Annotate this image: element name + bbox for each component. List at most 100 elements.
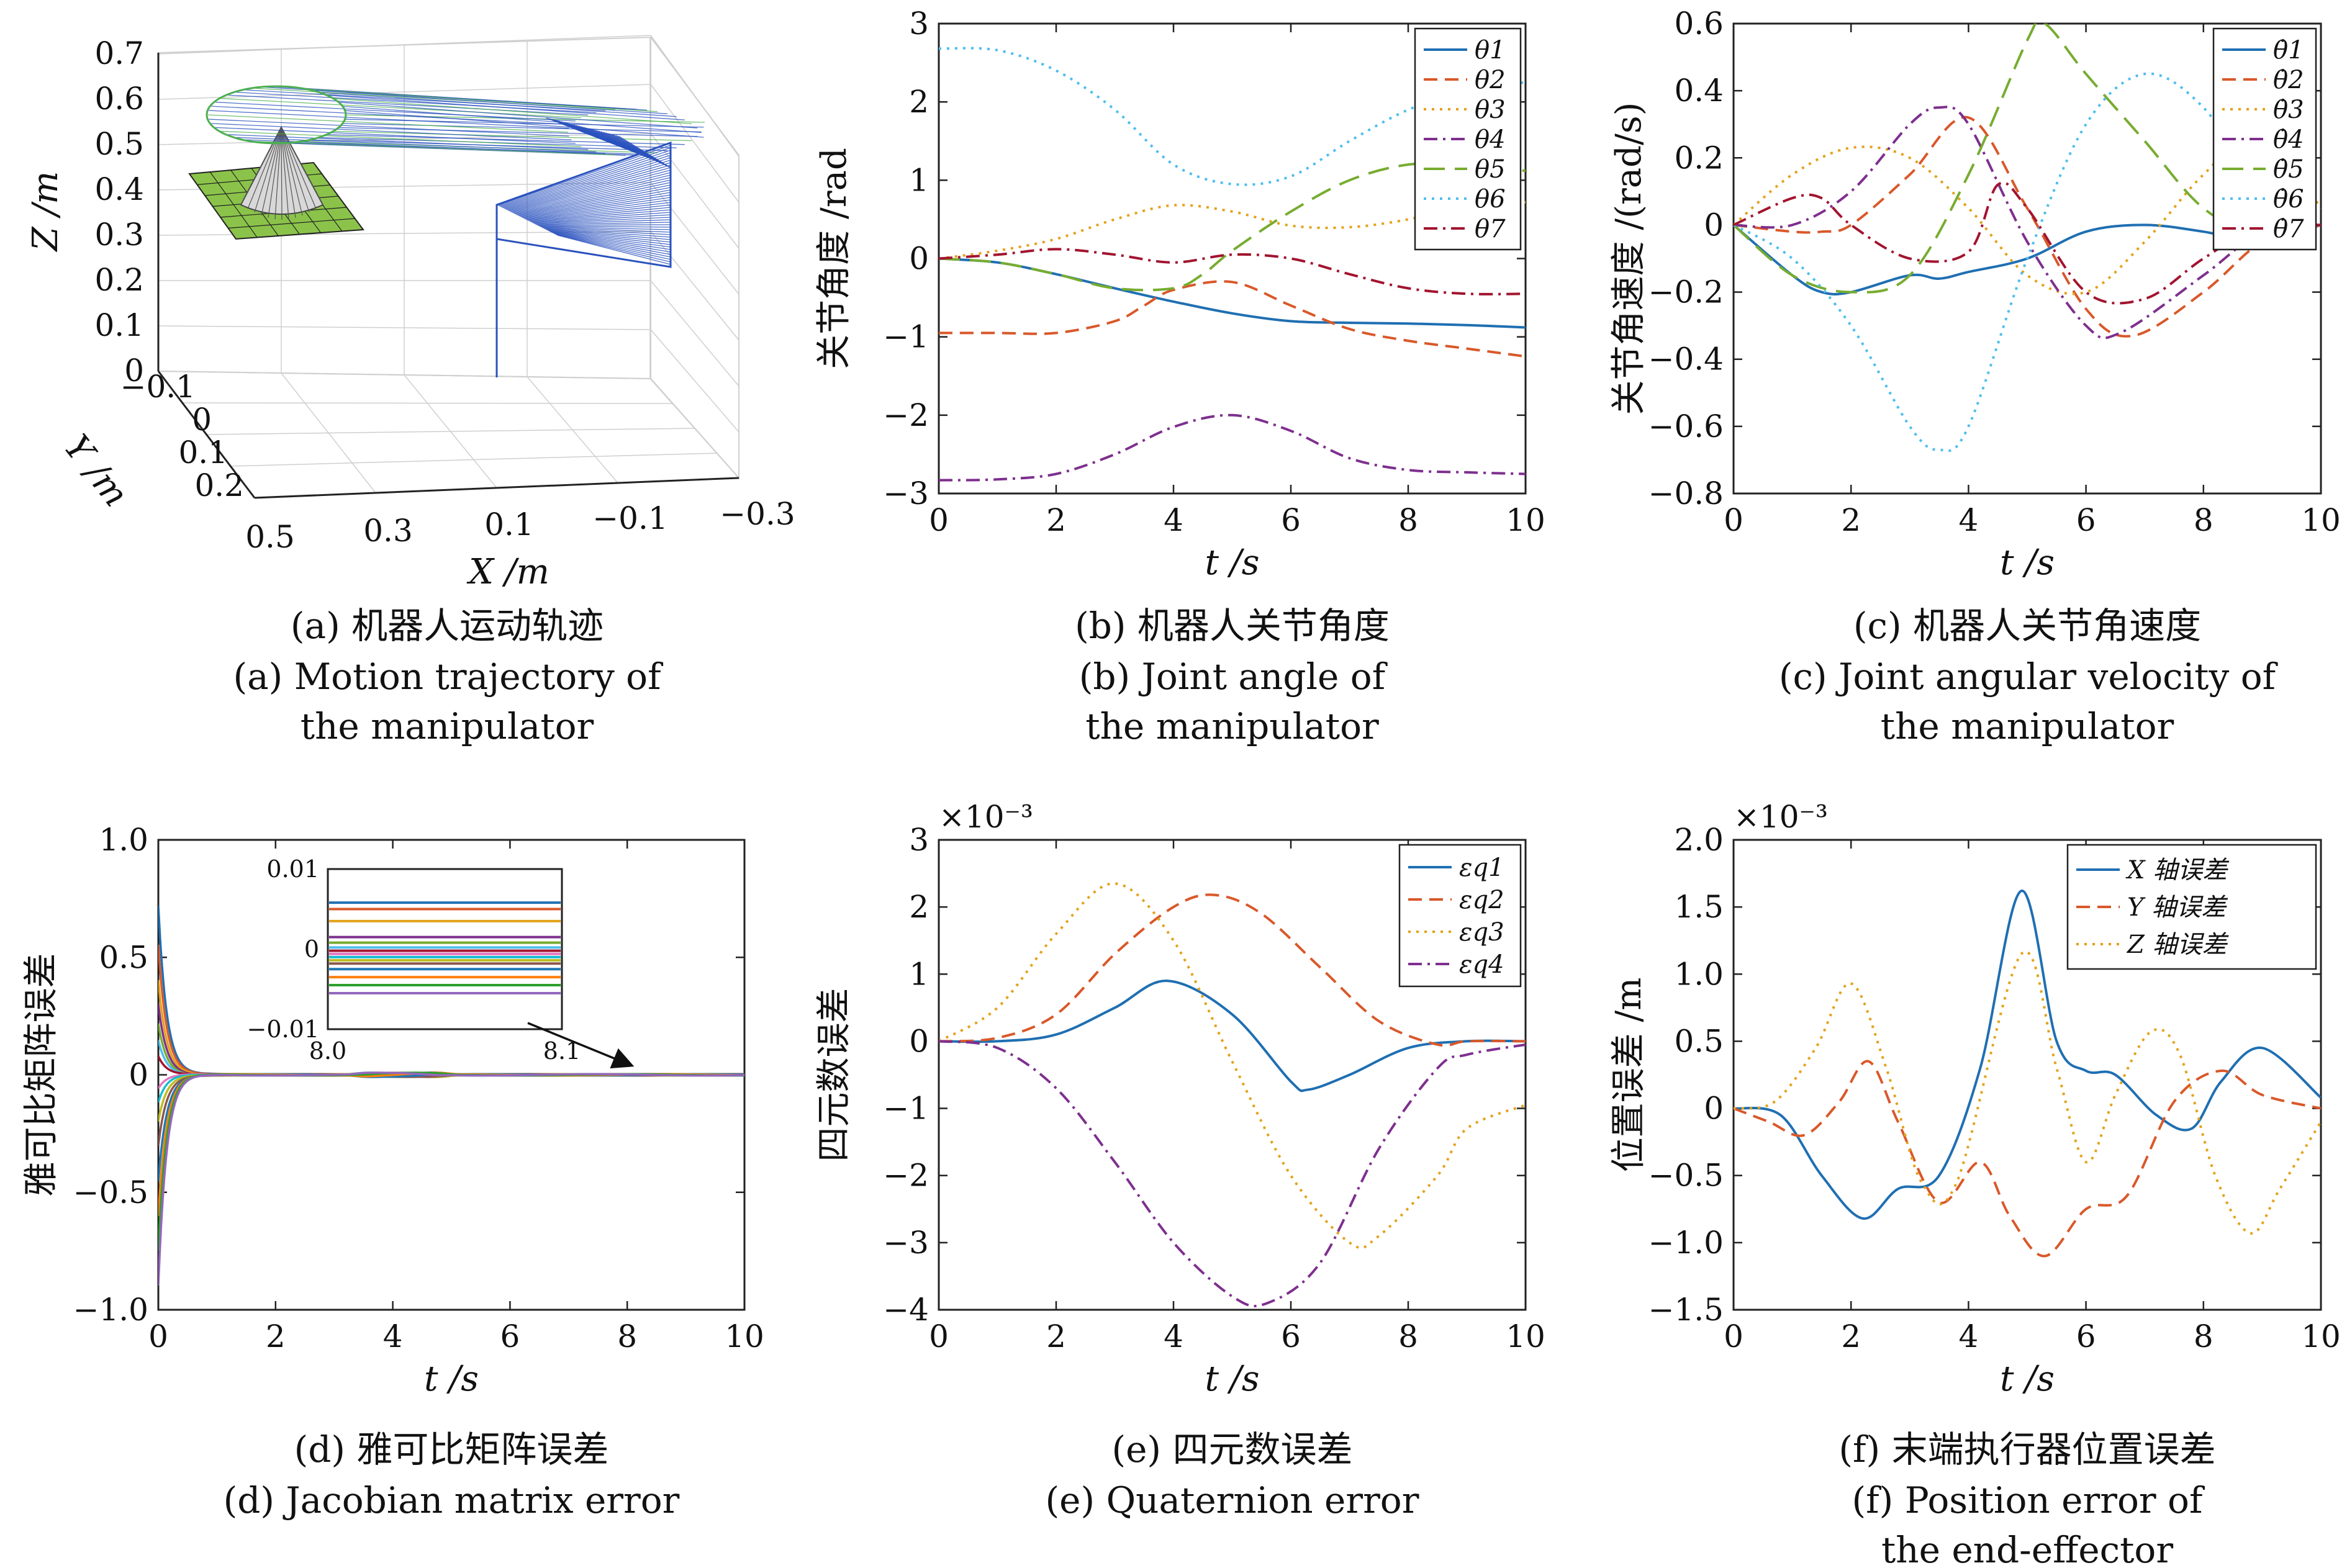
legend-entry: θ1 [1475,36,1506,65]
series-line-3 [939,882,1526,1250]
z-tick-label: 0.7 [94,35,144,71]
y-tick-label: −2 [883,397,929,433]
cone-mesh-line [281,127,323,205]
legend-entry: Z 轴误差 [2126,930,2230,959]
trajectory-mesh-line [209,119,569,137]
y-tick-label: 2.0 [1674,822,1724,858]
trajectory-mesh-line [540,226,671,230]
x-tick-label: −0.3 [720,496,795,532]
trajectory-mesh-line [215,101,576,122]
series-line-2 [939,280,1526,358]
x-tick-label: 8 [2194,1318,2214,1354]
series-line-4 [1734,106,2321,340]
trajectory-mesh-line [287,86,648,111]
legend-entry: θ5 [1475,155,1506,184]
legend-entry: θ̇4 [2273,125,2304,154]
x-tick-label: 8 [617,1318,637,1354]
x-tick-label: 6 [2076,1318,2096,1354]
y-axis-label: 位置误差 /m [1609,978,1649,1173]
plot-frame [1732,839,2322,1311]
legend: θ̇1θ̇2θ̇3θ̇4θ̇5θ̇6θ̇7 [2212,27,2317,251]
trajectory-mesh-line [500,150,671,207]
trajectory-mesh-line [520,189,671,217]
x-tick-label: 0 [1724,502,1743,538]
trajectory-mesh-line [209,110,569,129]
trajectory-mesh-line [507,164,671,211]
caption-english: (c) Joint angular velocity of [1779,656,2278,698]
cone-mesh-line [281,127,303,216]
trajectory-mesh-line [510,169,671,212]
y-tick-label: 2 [909,84,929,120]
trajectory-mesh-line [546,229,671,243]
y-axis-label: 关节角度 /rad [814,148,854,369]
series-line-5 [1734,24,2321,294]
grid-line [230,453,718,467]
inset-frame [327,868,563,1030]
y-axis-label: 关节角速度 /(rad/s) [1609,102,1649,415]
trajectory-mesh-line [523,197,671,219]
y-tick-label: 0 [192,402,212,438]
caption-english: the end-effector [1881,1529,2173,1568]
x-tick-label: 8 [2194,502,2214,538]
trajectory-mesh-line [518,187,671,217]
caption-chinese: (c) 机器人关节角速度 [1853,605,2201,647]
x-axis-label: t /s [2000,543,2055,583]
legend-entry: εq3 [1459,918,1504,947]
x-tick-label: 4 [1958,1318,1978,1354]
trajectory-mesh-line [552,232,671,255]
y-tick-label: 0.5 [1674,1023,1724,1059]
x-tick-label: 0 [929,502,949,538]
caption-chinese: (d) 雅可比矩阵误差 [294,1428,609,1471]
trajectory-mesh-line [557,235,671,265]
caption-english: (b) Joint angle of [1079,656,1388,698]
trajectory-mesh-line [531,212,671,223]
x-tick-label: 8 [1398,1318,1418,1354]
series-group [939,882,1526,1308]
y-tick-label: −4 [883,1292,929,1328]
y-tick-label: −0.1 [120,369,196,405]
z-tick-label: 0.2 [94,262,144,298]
y-tick-label: 0.2 [1674,140,1724,176]
trajectory-mesh-line [236,137,597,153]
trajectory-mesh-line [236,91,597,114]
grid-line [650,35,739,157]
trajectory-mesh-line [307,89,667,114]
caption-english: the manipulator [301,705,594,747]
legend-entry: θ3 [1475,96,1506,124]
y-tick-label: 1 [909,162,929,198]
trajectory-mesh-line [547,230,671,245]
x-tick-label: 2 [1046,1318,1066,1354]
series-group [158,905,744,1286]
legend-entry: θ̇1 [2273,36,2304,65]
legend-entry: θ̇2 [2273,66,2304,94]
caption-chinese: (b) 机器人关节角度 [1075,605,1390,647]
series-line-6 [1734,72,2321,453]
y-tick-label: −1 [883,319,929,355]
trajectory-mesh-line [341,106,702,133]
legend-entry: εq4 [1459,950,1504,979]
trajectory-mesh-line [513,177,671,214]
trajectory-outline [495,141,672,268]
series-line-1 [939,980,1526,1093]
y-tick-label: 3 [909,6,929,42]
y-tick-label: 1.5 [1674,889,1724,925]
trajectory-mesh-line [211,106,572,125]
y-axis-label: 四元数误差 [814,988,854,1162]
trajectory-mesh-line [522,194,671,219]
grid-line [650,84,739,203]
trajectory-mesh-line [324,94,685,120]
trajectory-mesh-line [530,209,671,222]
series-group [1734,24,2321,453]
x-tick-label: 0.3 [363,513,413,549]
legend-entry: X 轴误差 [2125,856,2230,885]
y-tick-label: 0.6 [1674,6,1724,42]
x-tick-label: 4 [1958,502,1978,538]
y-tick-label: 0.1 [178,435,228,471]
trajectory-mesh-line [553,233,671,258]
y-tick-label: 0.5 [99,939,148,975]
panel-c-joint-angular-velocity: 0 2 4 6 8 10 −0.8 −0.6 −0.4 −0.2 0 0.2 0.4 0.6 t /s 关节角… [1609,6,2341,747]
y-tick-label: 0.4 [1674,73,1724,109]
series-line-2 [1734,115,2321,338]
y-tick-label: 3 [909,822,929,858]
inset-arrow [527,1022,635,1069]
